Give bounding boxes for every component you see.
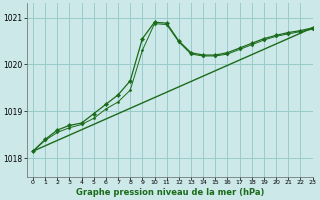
X-axis label: Graphe pression niveau de la mer (hPa): Graphe pression niveau de la mer (hPa) — [76, 188, 264, 197]
